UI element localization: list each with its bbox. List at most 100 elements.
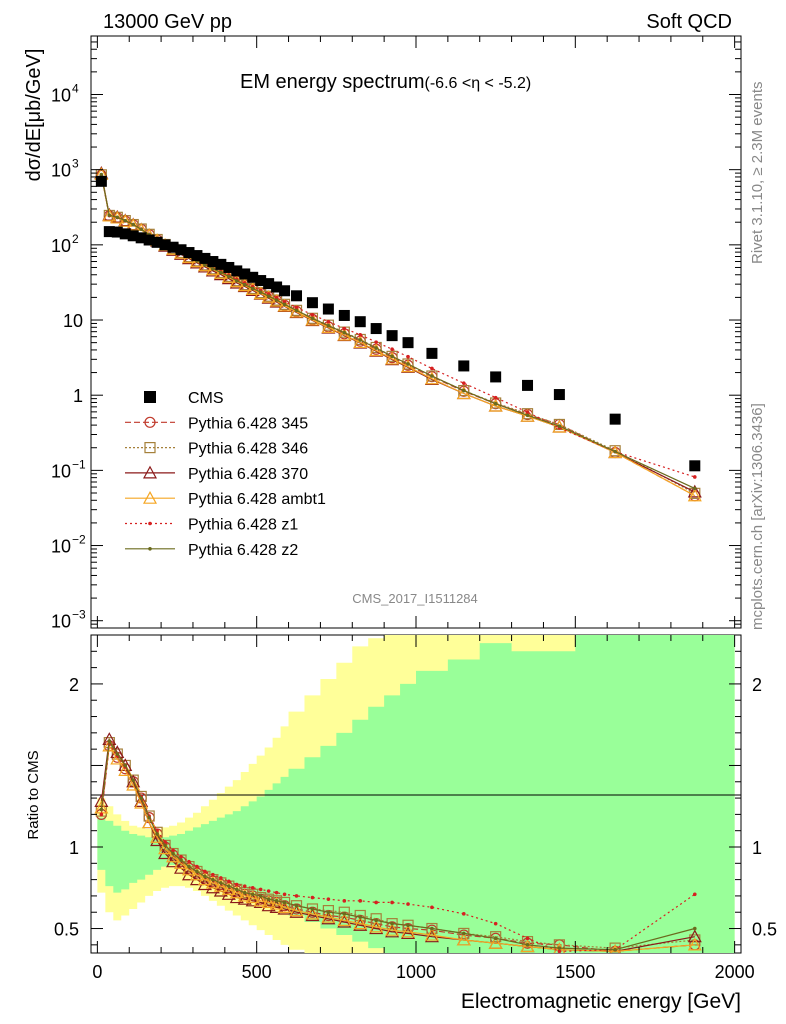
ratio-point-z2 [171,851,175,856]
cms-point [490,371,502,383]
ratio-point-z2 [139,796,143,800]
ratio-point-ambt1 [269,896,284,910]
band-inner [97,635,735,953]
cms-point [291,290,303,302]
ratio-point-z2 [461,931,466,936]
ratio-point-z2 [493,936,498,941]
ratio-point-z1 [557,949,562,953]
point-z2 [258,290,263,294]
ratio-point-z1 [525,936,530,941]
cms-point [271,281,283,293]
x-tick-label: 500 [242,962,272,982]
ratio-point-ambt1 [237,888,252,902]
main-panel-frame [90,35,742,629]
legend-marker-z1 [148,521,152,526]
ratio-point-z2 [147,815,151,820]
cms-point [306,297,318,309]
ratio-point-z2 [219,881,223,885]
point-z2 [430,374,434,378]
ratio-y-tick-label-left: 1 [69,838,79,858]
legend-marker-p346 [144,442,156,454]
left-title: 13000 GeV pp [103,11,232,33]
ratio-point-ambt1 [488,935,503,949]
ratio-point-z1 [406,902,410,906]
cms-point [370,323,382,335]
ratio-point-z2 [258,894,263,898]
y-tick-exponent: −1 [72,457,86,471]
cms-point [215,258,227,270]
ratio-point-z1 [493,921,498,926]
ratio-point-z1 [171,848,175,853]
point-z2 [219,270,223,275]
point-z2 [234,278,239,283]
point-z1 [390,347,394,351]
ratio-point-p370 [261,898,276,912]
cms-point [338,309,350,321]
ratio-point-z2 [374,918,378,923]
ratio-point-ambt1 [353,916,368,930]
ratio-point-z1 [234,882,239,887]
series-cms [95,175,701,472]
x-tick-label: 1000 [396,962,436,982]
ratio-series-ambt1 [94,738,702,953]
cms-point [231,265,243,277]
ratio-point-p370 [229,890,244,904]
ratio-point-z1 [282,892,287,897]
ratio-point-ambt1 [181,862,196,876]
legend: CMS Pythia 6.428 345 Pythia 6.428 346 Pythi… [125,390,326,559]
y-tick-exponent: 2 [72,232,79,246]
ratio-point-z1 [187,859,191,864]
ratio-point-ambt1 [277,900,292,913]
ratio-point-ambt1 [305,906,320,920]
point-z2 [525,413,530,418]
main-series [94,166,702,502]
ratio-point-z1 [266,889,271,893]
point-z2 [250,286,255,291]
plot-title: EM energy spectrum(-6.6 <η < -5.2) [240,71,531,93]
point-z2 [274,298,279,302]
ratio-point-z2 [390,921,394,926]
ratio-point-ambt1 [321,909,336,923]
ratio-y-tick-label-right: 2 [752,675,762,695]
point-ambt1 [520,408,535,422]
ratio-point-z2 [557,946,562,950]
legend-entry: Pythia 6.428 z2 [125,542,298,559]
ratio-point-z2 [294,903,299,908]
series-p345 [95,169,701,502]
cms-point [553,389,565,401]
ratio-point-z1 [692,892,697,897]
point-ambt1 [488,398,503,412]
ratio-point-z1 [310,895,315,900]
y-tick-exponent: 3 [72,157,79,171]
ratio-point-z1 [250,885,255,890]
point-z1 [326,319,331,324]
point-z2 [282,302,287,307]
legend-entry: CMS [144,390,224,407]
ratio-point-z2 [406,923,410,928]
legend-label: Pythia 6.428 z1 [188,517,298,534]
point-z2 [227,274,231,279]
ratio-point-ambt1 [197,872,212,886]
cms-point [522,379,534,391]
point-z1 [692,475,697,479]
ratio-point-z1 [358,899,363,903]
ratio-point-ambt1 [520,939,535,953]
ratio-point-ambt1 [221,882,236,895]
ratio-point-ambt1 [142,815,157,829]
point-z2 [310,316,315,321]
point-z2 [115,215,120,220]
ratio-point-ambt1 [245,890,260,904]
point-ambt1 [424,371,439,385]
cms-point [255,275,267,287]
ratio-point-p370 [158,846,173,860]
legend-entry: Pythia 6.428 ambt1 [125,490,326,508]
ratio-point-p370 [181,867,196,881]
ratio-point-p370 [237,891,252,905]
point-ambt1 [110,210,125,224]
point-z2 [242,282,247,287]
point-ambt1 [687,488,702,502]
legend-label: Pythia 6.428 ambt1 [188,491,326,508]
cms-point [167,241,179,253]
ratio-point-ambt1 [134,795,149,809]
